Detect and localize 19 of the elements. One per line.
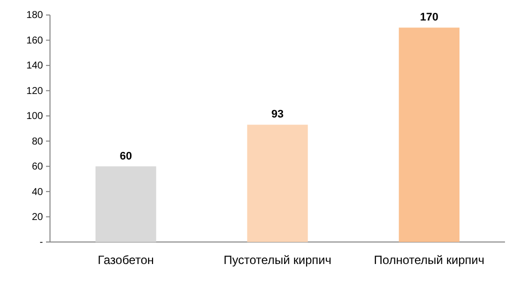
y-tick-label: - [40, 237, 43, 248]
bar [398, 28, 460, 242]
bar [96, 166, 156, 242]
data-label: 170 [420, 12, 438, 24]
data-label: 93 [271, 108, 284, 121]
data-label: 60 [120, 150, 132, 162]
x-tick-label: Полнотелый кирпич [374, 253, 484, 268]
y-tick-label: 40 [32, 186, 44, 198]
bar [247, 124, 308, 242]
y-tick-label: 180 [26, 10, 44, 22]
y-tick-label: 160 [26, 35, 44, 46]
x-tick-label: Газобетон [98, 253, 154, 268]
y-tick-label: 140 [26, 60, 44, 72]
y-tick-label: 120 [26, 86, 44, 97]
y-tick-label: 60 [32, 162, 44, 173]
y-tick-label: 80 [32, 136, 44, 148]
x-tick-label: Пустотелый кирпич [224, 253, 332, 268]
y-tick-label: 100 [26, 111, 44, 122]
y-tick-label: 20 [32, 212, 44, 223]
